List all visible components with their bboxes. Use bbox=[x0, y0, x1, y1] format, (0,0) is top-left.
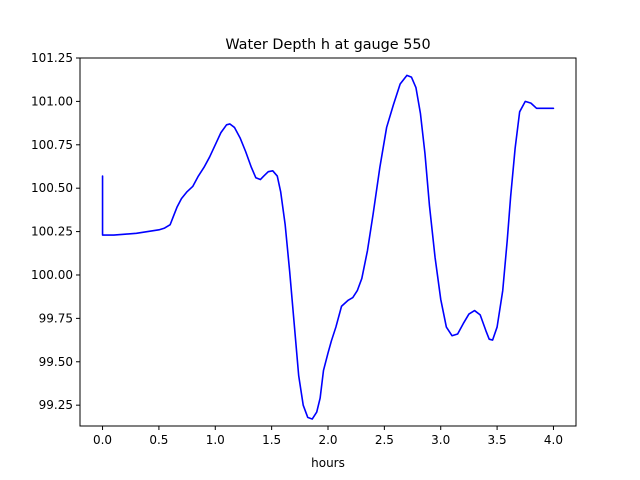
series-line-0 bbox=[101, 74, 555, 420]
x-tick-label: 3.0 bbox=[431, 433, 450, 447]
x-tick-label: 0.0 bbox=[93, 433, 112, 447]
x-tick-label: 2.5 bbox=[375, 433, 394, 447]
x-axis-label: hours bbox=[311, 456, 345, 470]
y-tick-label: 99.50 bbox=[39, 355, 73, 369]
y-tick-label: 100.00 bbox=[31, 268, 73, 282]
y-tick-label: 101.25 bbox=[31, 51, 73, 65]
y-tick-label: 101.00 bbox=[31, 94, 73, 108]
x-tick-label: 4.0 bbox=[544, 433, 563, 447]
y-tick-label: 99.25 bbox=[39, 398, 73, 412]
y-tick-label: 100.75 bbox=[31, 138, 73, 152]
y-tick-label: 100.50 bbox=[31, 181, 73, 195]
x-tick-label: 0.5 bbox=[149, 433, 168, 447]
y-tick-label: 99.75 bbox=[39, 311, 73, 325]
x-tick-label: 3.5 bbox=[488, 433, 507, 447]
y-axis: 99.25 99.50 99.75 100.00 100.25 100.50 100.75 1… bbox=[31, 51, 80, 412]
x-tick-label: 2.0 bbox=[318, 433, 337, 447]
axes-frame bbox=[79, 57, 577, 427]
plot-area bbox=[101, 74, 555, 420]
x-tick-label: 1.5 bbox=[262, 433, 281, 447]
x-tick-label: 1.0 bbox=[206, 433, 225, 447]
x-axis: 0.0 0.5 1.0 1.5 2.0 2.5 3.0 3.5 4.0 bbox=[93, 426, 563, 447]
y-tick-label: 100.25 bbox=[31, 225, 73, 239]
chart-title: Water Depth h at gauge 550 bbox=[225, 37, 430, 53]
